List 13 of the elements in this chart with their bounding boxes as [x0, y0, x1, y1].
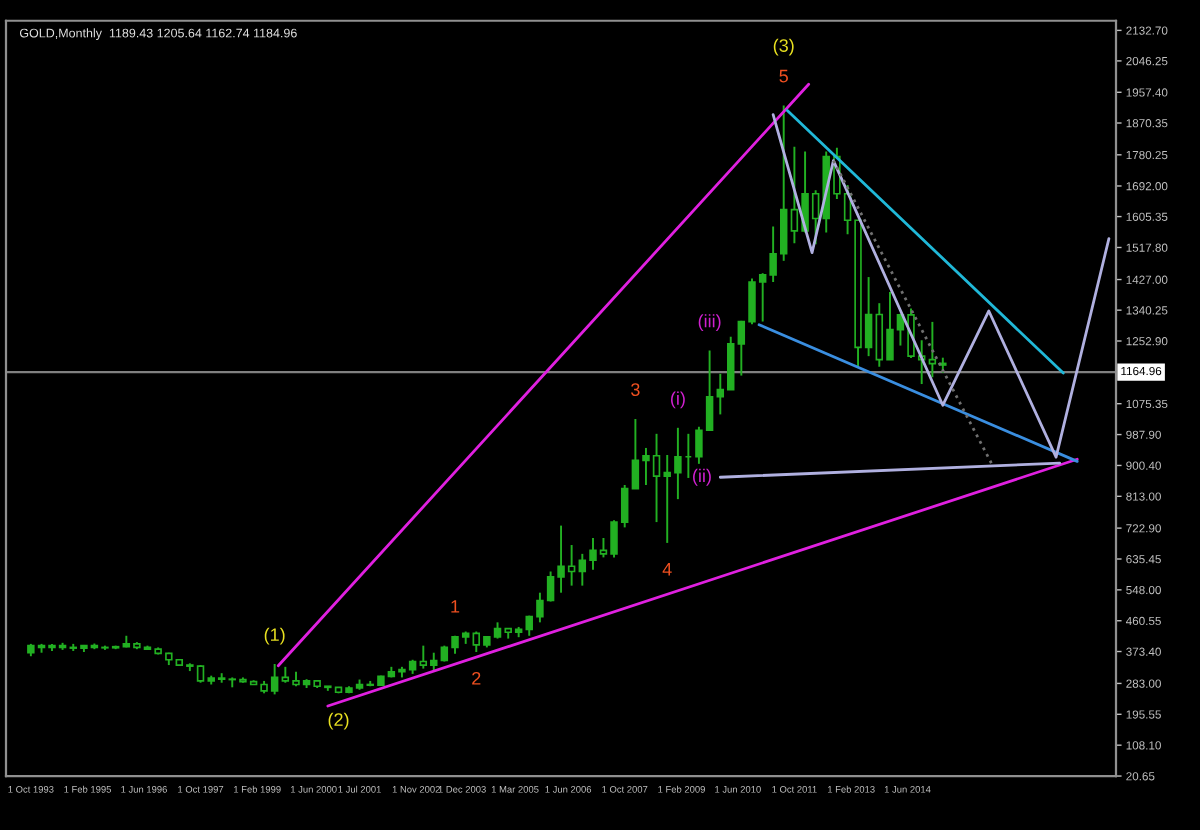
annotation: (i) [671, 391, 685, 409]
line-series [771, 113, 1111, 459]
annotation: (2) [328, 712, 349, 730]
annotation: 1 [451, 600, 460, 613]
annotation: (iii) [698, 314, 721, 332]
annotation: (ii) [693, 468, 711, 486]
candlestick [928, 320, 937, 379]
annotation: 4 [662, 563, 672, 576]
annotation: (3) [773, 38, 794, 56]
annotation: 2 [472, 671, 481, 685]
annotation: (1) [264, 627, 285, 645]
annotation: 3 [631, 383, 640, 396]
annotation: 5 [779, 69, 788, 83]
